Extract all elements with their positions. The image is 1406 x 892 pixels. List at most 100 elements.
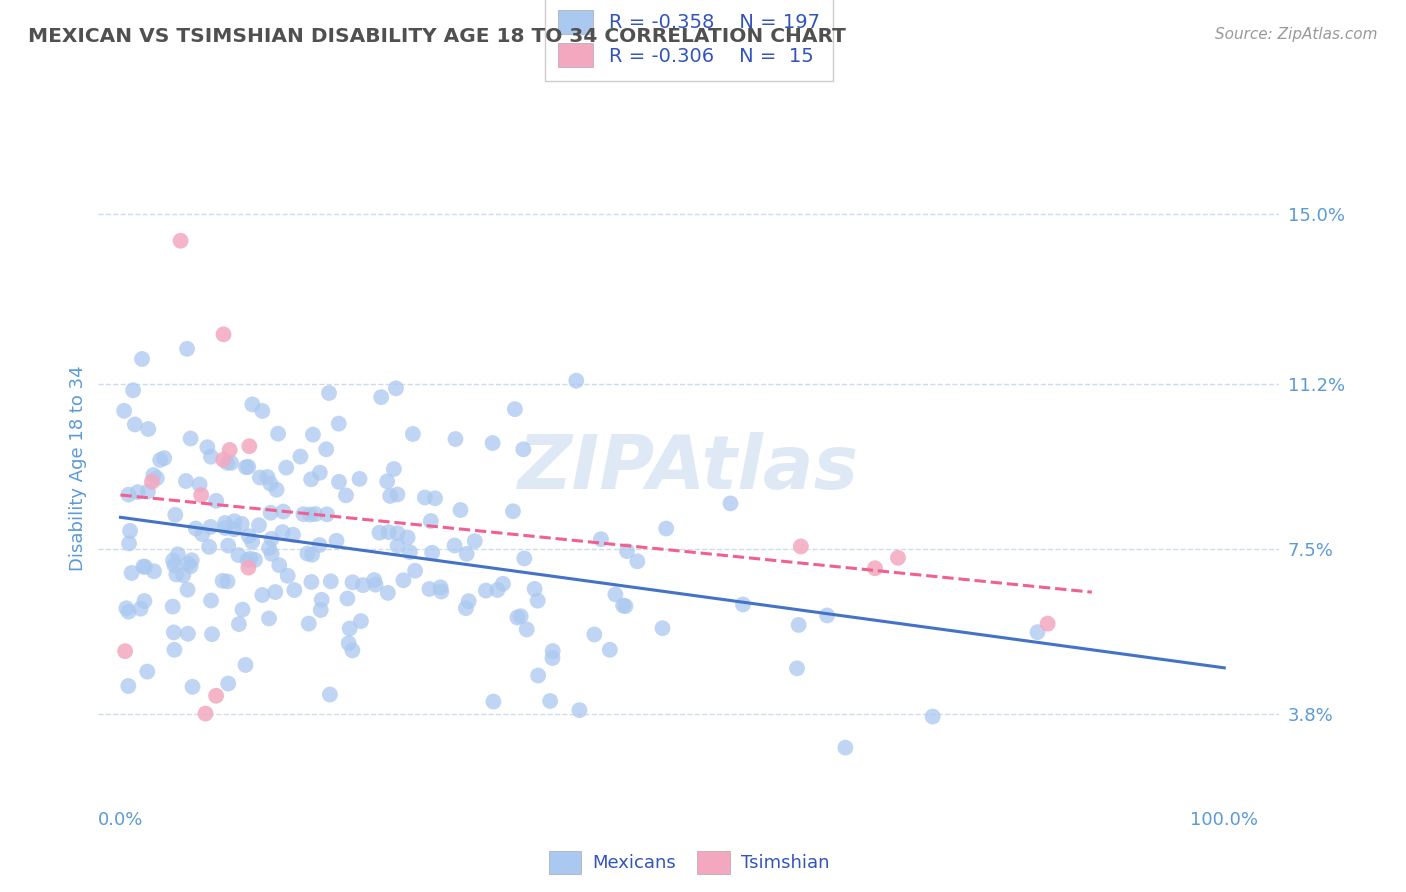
Point: [319, 688, 342, 702]
Point: [181, 680, 204, 694]
Point: [188, 477, 211, 491]
Point: [370, 390, 392, 404]
Point: [290, 450, 312, 464]
Point: [120, 524, 142, 538]
Point: [342, 643, 364, 657]
Point: [815, 608, 838, 623]
Point: [249, 470, 271, 484]
Point: [335, 488, 357, 502]
Point: [257, 611, 280, 625]
Point: [309, 603, 332, 617]
Point: [200, 520, 222, 534]
Point: [599, 642, 621, 657]
Point: [301, 548, 323, 562]
Point: [238, 529, 260, 543]
Point: [142, 468, 165, 483]
Point: [277, 569, 299, 583]
Point: [352, 578, 374, 592]
Point: [141, 475, 163, 489]
Point: [368, 525, 391, 540]
Point: [266, 483, 288, 497]
Point: [163, 642, 186, 657]
Point: [492, 576, 515, 591]
Point: [217, 456, 239, 470]
Point: [131, 351, 153, 366]
Point: [486, 582, 509, 597]
Point: [146, 471, 169, 485]
Point: [165, 567, 187, 582]
Point: [222, 522, 245, 536]
Point: [127, 485, 149, 500]
Point: [302, 427, 325, 442]
Point: [235, 460, 257, 475]
Point: [214, 516, 236, 530]
Point: [292, 507, 315, 521]
Point: [568, 703, 591, 717]
Legend: Mexicans, Tsimshian: Mexicans, Tsimshian: [541, 844, 837, 880]
Point: [786, 661, 808, 675]
Point: [205, 689, 228, 703]
Point: [516, 623, 538, 637]
Point: [276, 460, 298, 475]
Point: [456, 547, 478, 561]
Point: [299, 472, 322, 486]
Point: [443, 539, 465, 553]
Point: [482, 695, 505, 709]
Point: [224, 514, 246, 528]
Point: [315, 442, 337, 457]
Point: [238, 459, 260, 474]
Point: [509, 609, 531, 624]
Point: [605, 587, 627, 601]
Point: [240, 534, 263, 549]
Point: [612, 599, 634, 613]
Point: [297, 547, 319, 561]
Point: [281, 527, 304, 541]
Point: [240, 397, 263, 411]
Point: [176, 582, 198, 597]
Point: [616, 544, 638, 558]
Point: [1026, 625, 1049, 640]
Point: [396, 531, 419, 545]
Point: [177, 626, 200, 640]
Point: [363, 573, 385, 587]
Point: [523, 582, 546, 596]
Point: [219, 456, 242, 470]
Point: [217, 574, 239, 589]
Point: [387, 526, 409, 541]
Point: [117, 605, 139, 619]
Point: [387, 539, 409, 553]
Point: [228, 617, 250, 632]
Point: [256, 470, 278, 484]
Point: [200, 593, 222, 607]
Point: [387, 487, 409, 501]
Point: [790, 540, 813, 554]
Point: [195, 440, 218, 454]
Point: [626, 554, 648, 568]
Point: [787, 618, 810, 632]
Point: [177, 557, 200, 571]
Point: [339, 622, 361, 636]
Point: [457, 594, 479, 608]
Point: [153, 451, 176, 466]
Point: [583, 627, 606, 641]
Point: [887, 550, 910, 565]
Point: [134, 559, 156, 574]
Point: [212, 327, 235, 342]
Point: [380, 489, 402, 503]
Point: [180, 432, 202, 446]
Point: [112, 404, 135, 418]
Point: [311, 592, 333, 607]
Point: [194, 706, 217, 721]
Point: [211, 574, 233, 588]
Point: [429, 580, 451, 594]
Point: [166, 547, 188, 561]
Point: [218, 442, 240, 457]
Point: [350, 614, 373, 628]
Point: [136, 484, 159, 499]
Point: [260, 547, 283, 561]
Point: [336, 591, 359, 606]
Point: [238, 560, 260, 574]
Point: [269, 558, 291, 573]
Point: [169, 234, 191, 248]
Point: [172, 568, 194, 582]
